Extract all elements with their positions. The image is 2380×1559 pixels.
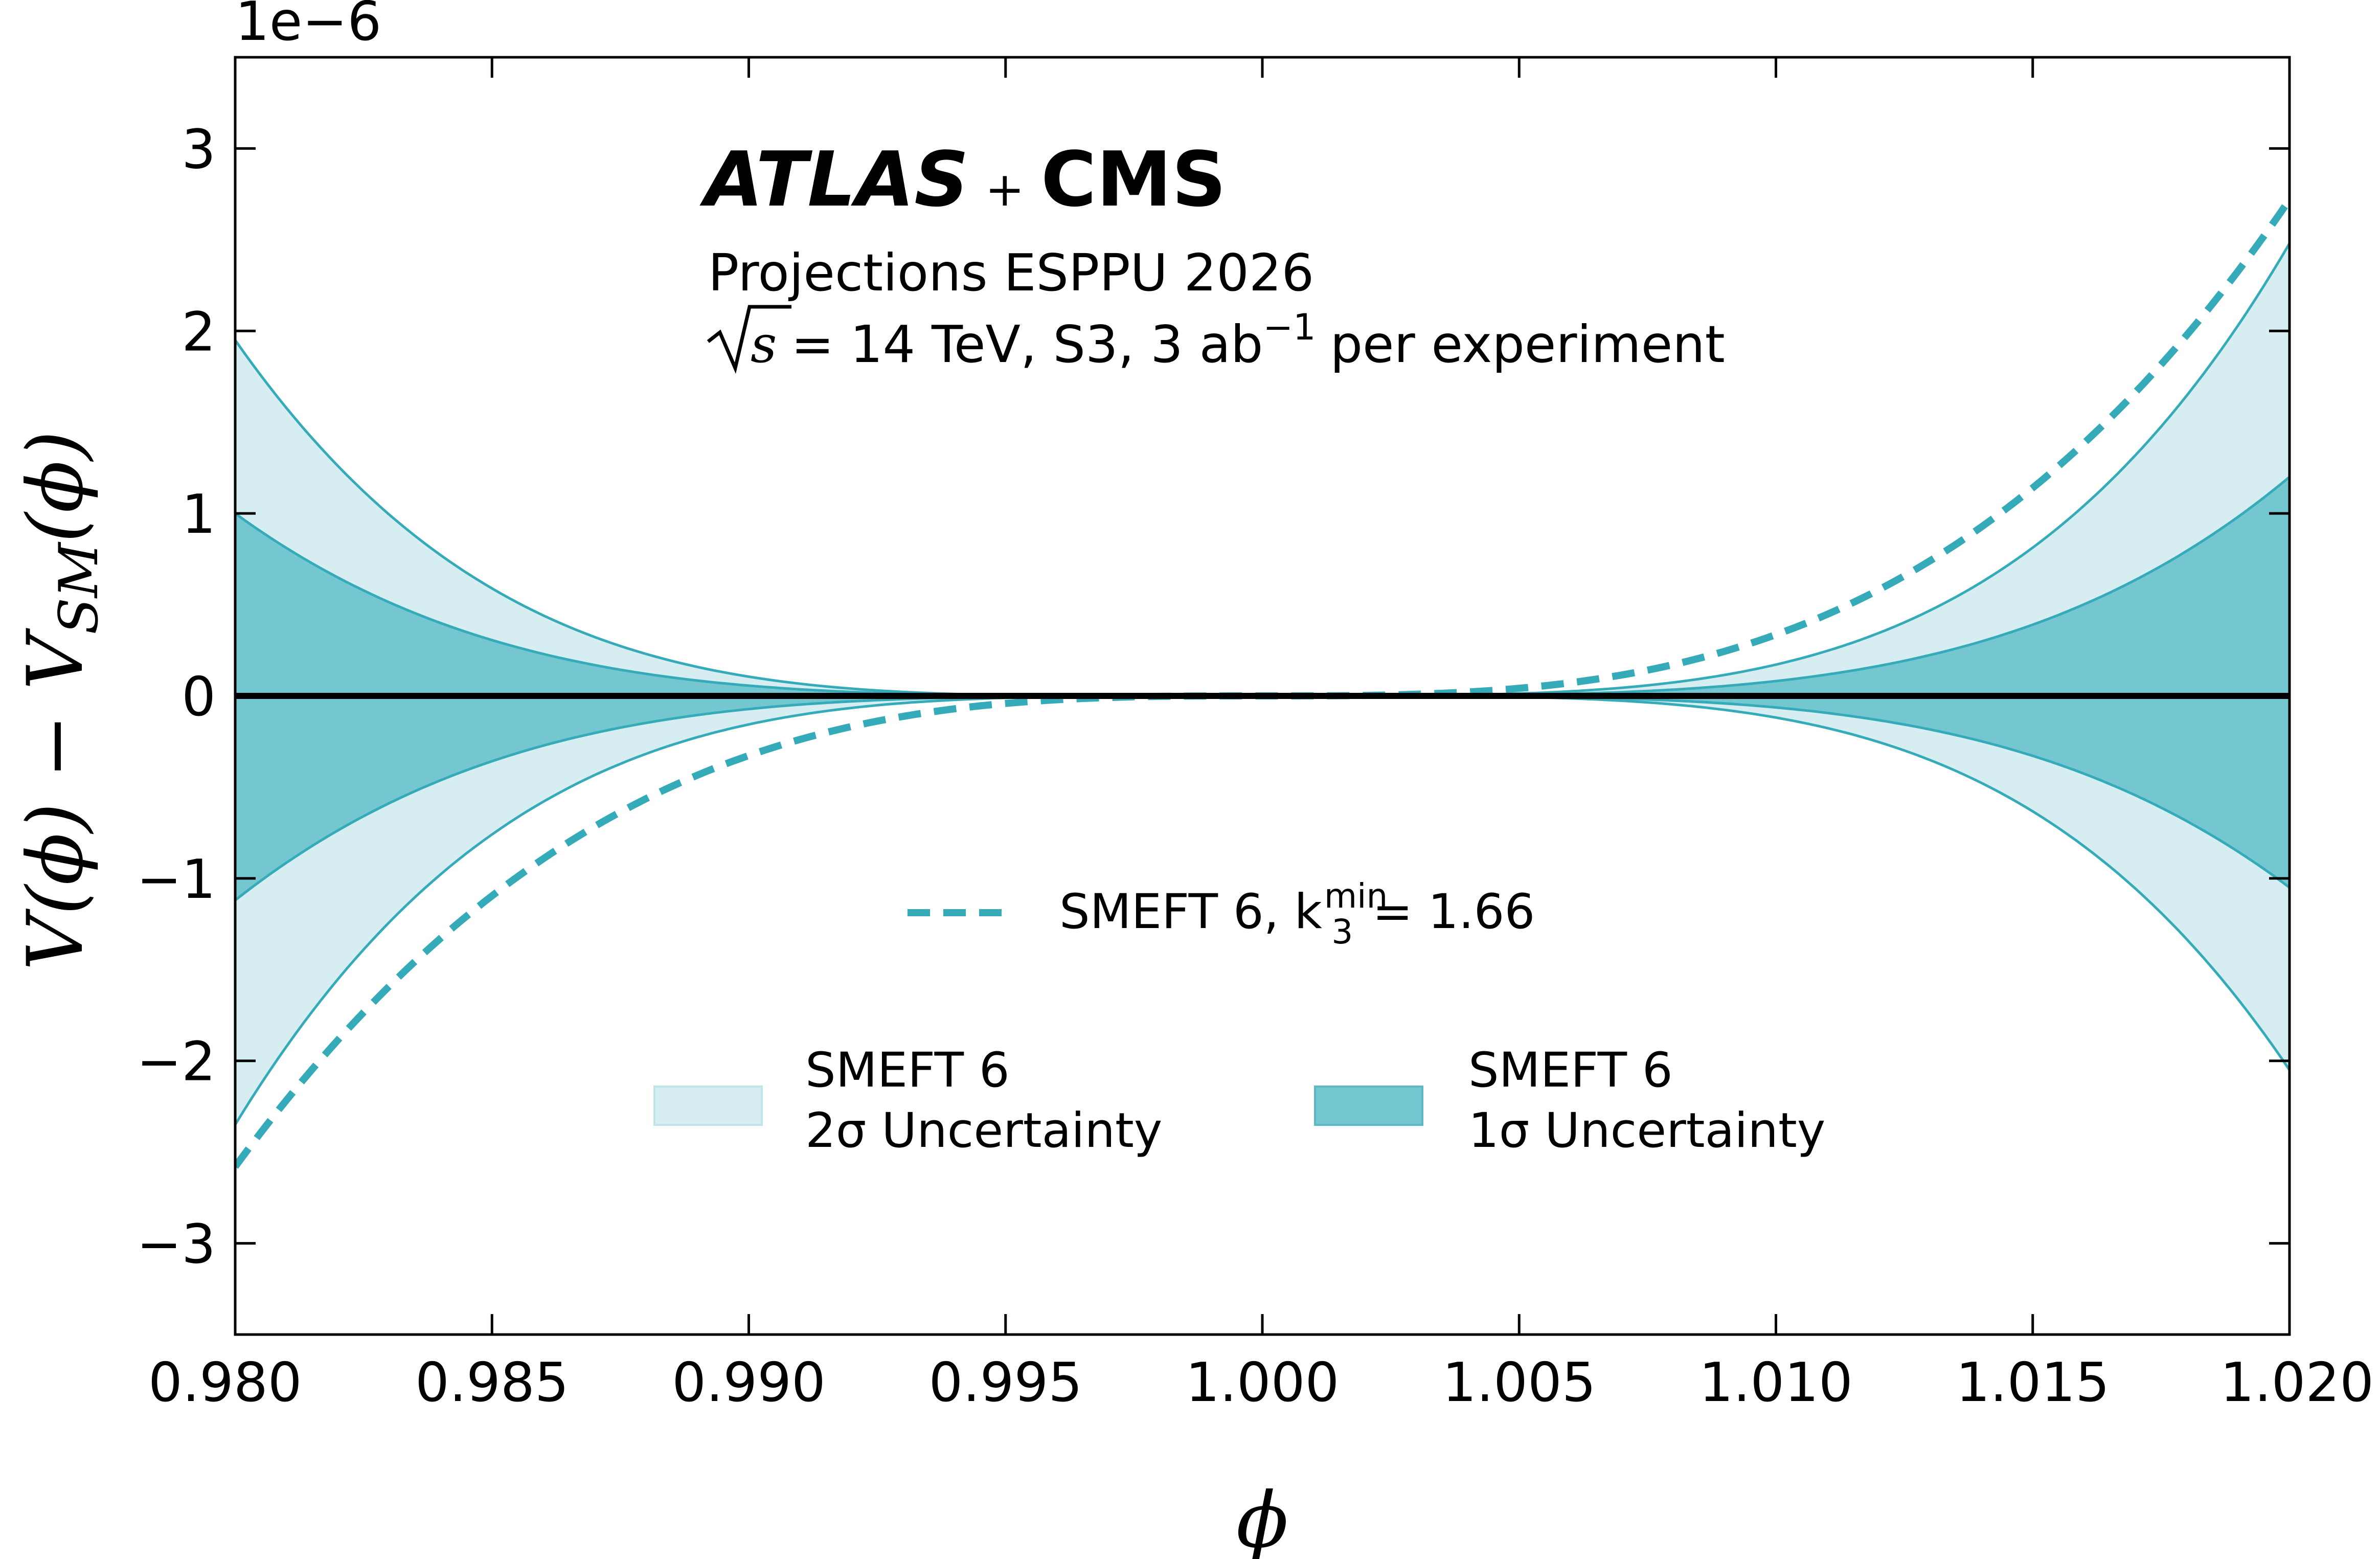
annotation-line-2: s = 14 TeV, S3, 3 ab−1 per experiment <box>707 305 1725 374</box>
x-tick-label: 1.005 <box>1442 1351 1596 1414</box>
y-multiplier-label: 1e−6 <box>235 0 381 53</box>
axis-ticks: 0.980 0.985 0.990 0.995 1.000 1.005 1.010 1.015… <box>137 57 2374 1414</box>
legend-2sigma-swatch <box>653 1086 763 1126</box>
annotation-line-1: Projections ESPPU 2026 <box>708 243 1314 303</box>
brand-plus: + <box>985 162 1025 217</box>
x-axis-title: ϕ <box>1236 1476 1288 1559</box>
legend-2sigma-line1: SMEFT 6 <box>805 1043 1010 1098</box>
brand-cms: CMS <box>1041 135 1226 223</box>
legend-dashed-sub: 3 <box>1331 912 1353 952</box>
y-axis-title-tail: (ϕ) <box>11 431 100 543</box>
x-tick-label: 1.015 <box>1956 1351 2110 1414</box>
legend-1sigma-line2: 1σ Uncertainty <box>1468 1103 1825 1159</box>
brand-atlas: ATLAS <box>699 135 969 223</box>
annotation-lumi-sup: −1 <box>1263 306 1316 348</box>
brand-label: ATLAS + CMS <box>699 135 1226 223</box>
legend-dashed-sup: min <box>1324 876 1388 916</box>
legend-1sigma-line1: SMEFT 6 <box>1468 1043 1673 1098</box>
x-tick-label: 1.010 <box>1699 1351 1853 1414</box>
y-tick-label: 1 <box>182 483 216 546</box>
y-tick-label: 2 <box>182 301 216 363</box>
x-tick-label: 0.995 <box>928 1351 1082 1414</box>
legend-dashed-label: SMEFT 6, k <box>1059 884 1322 940</box>
y-axis-title-sub: SM <box>48 541 110 635</box>
y-axis-title: V(ϕ) − VSM(ϕ) <box>11 431 110 970</box>
y-tick-label: −1 <box>137 848 216 911</box>
x-tick-label: 0.985 <box>415 1351 569 1414</box>
x-tick-label: 0.980 <box>148 1351 302 1414</box>
y-tick-label: 0 <box>182 666 216 728</box>
annotation-per-experiment: per experiment <box>1330 314 1725 374</box>
y-tick-label: −2 <box>137 1031 216 1093</box>
legend-dashed-tail: = 1.66 <box>1372 884 1535 940</box>
legend-1sigma-entry: SMEFT 6 1σ Uncertainty <box>1314 1043 1825 1159</box>
legend-2sigma-entry: SMEFT 6 2σ Uncertainty <box>653 1043 1162 1159</box>
legend-2sigma-line2: 2σ Uncertainty <box>805 1103 1162 1159</box>
y-tick-label: 3 <box>182 118 216 180</box>
x-tick-label: 0.990 <box>672 1351 826 1414</box>
annotation-energy: = 14 TeV, S3, 3 ab <box>791 314 1263 374</box>
x-tick-label: 1.020 <box>2220 1351 2374 1414</box>
legend-dashed-entry: SMEFT 6, kmin 3 = 1.66 <box>908 876 1535 952</box>
legend-1sigma-swatch <box>1314 1086 1423 1126</box>
x-tick-label: 1.000 <box>1186 1351 1340 1414</box>
annotation-sqrt-s: s <box>751 314 777 374</box>
y-axis-title-main: V(ϕ) − V <box>11 627 100 970</box>
y-tick-label: −3 <box>137 1213 216 1276</box>
band-1sigma <box>235 477 2290 900</box>
sqrt-sign-icon <box>707 305 791 374</box>
plot-area <box>235 197 2290 1169</box>
